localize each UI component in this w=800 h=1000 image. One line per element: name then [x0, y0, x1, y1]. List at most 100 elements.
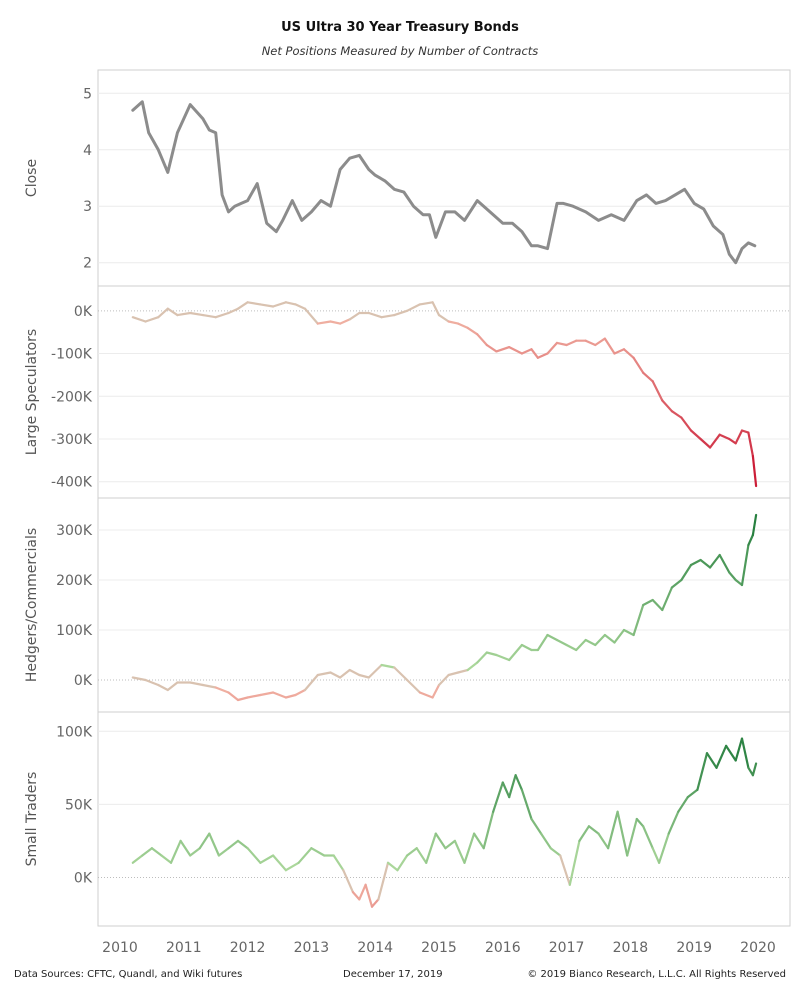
series-segment: [332, 854, 345, 872]
series-segment: [699, 558, 712, 569]
series-segment: [734, 737, 744, 762]
series-segment: [348, 668, 361, 677]
series-segment: [157, 307, 169, 319]
x-tick-label: 2011: [166, 940, 202, 956]
series-segment: [728, 571, 737, 582]
y-tick-label: 300K: [56, 523, 93, 539]
series-segment: [141, 847, 153, 857]
series-segment: [575, 638, 587, 652]
close-series-line: [131, 100, 757, 265]
series-segment: [444, 839, 456, 850]
x-tick-label: 2017: [549, 940, 585, 956]
series-segment: [699, 437, 712, 449]
series-segment: [466, 661, 479, 672]
series-segment: [284, 693, 297, 699]
series-segment: [747, 533, 755, 547]
series-segment: [284, 301, 297, 306]
series-segment: [131, 676, 147, 682]
series-segment: [227, 691, 240, 702]
series-segment: [227, 307, 240, 315]
series-segment: [689, 429, 702, 441]
series-segment: [437, 673, 450, 687]
y-tick-label: 0K: [74, 870, 93, 886]
series-segment: [316, 320, 332, 325]
series-segment: [613, 348, 626, 355]
series-segment: [495, 653, 511, 662]
series-segment: [642, 598, 654, 607]
series-segment: [705, 752, 718, 769]
x-tick-label: 2014: [357, 940, 393, 956]
series-segment: [508, 774, 517, 799]
series-segment: [520, 643, 533, 652]
series-segment: [189, 847, 201, 857]
series-segment: [144, 678, 160, 687]
series-segment: [751, 513, 758, 537]
y-tick-label: -300K: [51, 432, 93, 448]
x-tick-label: 2020: [740, 940, 776, 956]
series-segment: [259, 691, 275, 697]
series-segment: [358, 883, 367, 901]
series-segment: [546, 341, 559, 355]
series-segment: [476, 333, 488, 347]
series-segment: [626, 817, 638, 857]
series-segment: [259, 854, 275, 864]
series-segment: [393, 666, 409, 682]
series-segment: [651, 380, 664, 402]
series-segment: [661, 586, 674, 612]
y-tick-label: 100K: [56, 724, 93, 740]
series-segment: [466, 326, 479, 336]
series-segment: [603, 337, 616, 355]
series-segment: [259, 303, 275, 308]
series-segment: [530, 817, 543, 835]
series-segment: [632, 603, 645, 637]
panel-frame-1: [97, 69, 791, 287]
series-segment: [131, 316, 147, 323]
series-segment: [217, 847, 230, 857]
series-segment: [651, 598, 664, 612]
series-segment: [272, 854, 287, 872]
series-segment: [724, 744, 737, 762]
series-segment: [329, 671, 342, 679]
series-segment: [150, 847, 163, 857]
series-segment: [201, 683, 217, 689]
series-segment: [367, 663, 383, 679]
series-segment: [520, 348, 533, 355]
series-segment: [747, 431, 755, 458]
series-segment: [169, 839, 182, 864]
series-segment: [189, 311, 204, 317]
series-segment: [236, 839, 249, 850]
y-tick-label: -100K: [51, 347, 93, 363]
series-segment: [657, 832, 670, 864]
series-segment: [386, 861, 399, 872]
series-segment: [632, 356, 645, 374]
series-segment: [166, 307, 179, 317]
series-segment: [603, 633, 616, 644]
series-segment: [718, 433, 731, 441]
y-tick-label: 2: [83, 256, 92, 272]
series-segment: [508, 346, 524, 355]
series-segment: [457, 668, 469, 674]
series-segment: [546, 633, 559, 642]
series-segment: [514, 774, 524, 791]
series-segment: [670, 578, 683, 589]
series-segment: [728, 437, 737, 445]
y-tick-label: 50K: [65, 797, 93, 813]
series-segment: [380, 663, 396, 669]
series-segment: [310, 847, 326, 857]
series-segment: [179, 839, 192, 857]
y-axis-label: Hedgers/Commercials: [24, 528, 40, 682]
series-segment: [520, 788, 533, 821]
series-segment: [131, 854, 144, 864]
series-segment: [406, 847, 418, 857]
series-segment: [272, 691, 287, 699]
series-segment: [708, 553, 721, 569]
y-axis-label: Close: [24, 159, 40, 197]
series-segment: [696, 752, 709, 791]
series-segment: [246, 301, 262, 306]
series-segment: [377, 861, 390, 901]
series-segment: [246, 693, 262, 699]
series-segment: [594, 337, 607, 347]
series-segment: [740, 429, 750, 434]
series-segment: [457, 322, 469, 329]
series-segment: [492, 781, 504, 813]
